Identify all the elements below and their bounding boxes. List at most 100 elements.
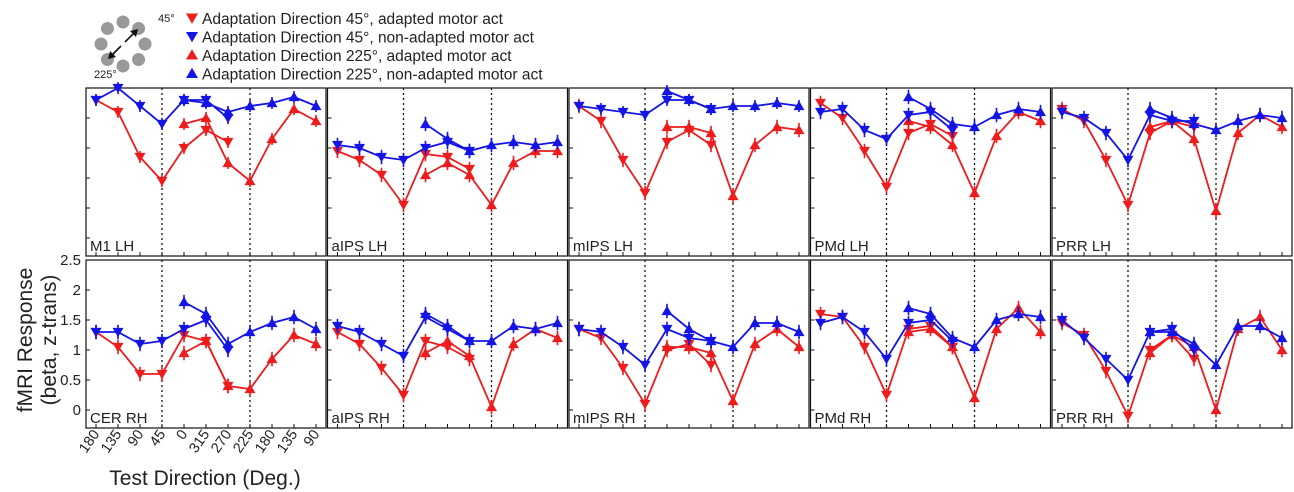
data-point (178, 324, 190, 335)
data-point (837, 312, 848, 323)
data-point (991, 109, 1002, 120)
data-point (859, 146, 870, 157)
data-point (178, 143, 190, 154)
data-point (815, 107, 826, 118)
data-point (1122, 200, 1134, 211)
y-tick-label: 2 (73, 282, 81, 299)
data-point (661, 341, 673, 352)
data-point (178, 94, 190, 105)
panel-label: PMd RH (815, 410, 872, 427)
data-point (508, 338, 519, 349)
data-point (1232, 115, 1244, 126)
data-point (661, 305, 673, 316)
data-point (508, 157, 519, 168)
x-axis-label: Test Direction (Deg.) (109, 467, 300, 490)
panel: PRR LH (1051, 87, 1293, 257)
data-point (376, 339, 387, 350)
data-point (420, 118, 431, 129)
data-point (705, 103, 717, 114)
data-point (442, 335, 453, 346)
data-point (705, 347, 717, 358)
data-point (1276, 332, 1288, 343)
data-point (552, 136, 563, 147)
data-point (903, 110, 914, 121)
data-point (903, 91, 914, 102)
panel-label: PMd LH (815, 238, 869, 255)
data-point (1035, 311, 1046, 322)
data-point (156, 176, 168, 187)
panel-frame (568, 87, 810, 257)
data-point (244, 326, 256, 337)
panel-frame (326, 87, 569, 257)
icon-target-dot (132, 53, 146, 67)
data-point (332, 140, 343, 151)
data-point (1078, 333, 1090, 344)
data-point (727, 100, 739, 111)
data-point (683, 323, 695, 334)
data-point (683, 121, 695, 132)
data-point (112, 342, 124, 353)
data-point (288, 91, 300, 102)
x-tick-label: 135 (274, 427, 301, 456)
data-point (222, 113, 234, 124)
data-point (969, 341, 980, 352)
data-point (793, 124, 805, 135)
data-point (398, 155, 409, 166)
data-point (1144, 347, 1156, 358)
data-point (222, 380, 234, 391)
data-point (749, 139, 761, 150)
y-tick-label: 0 (73, 402, 81, 419)
panel-label: CER RH (90, 410, 148, 427)
data-point (573, 101, 585, 112)
data-point (617, 155, 629, 166)
data-point (815, 98, 826, 109)
data-point (508, 320, 519, 331)
x-tick-label: 180 (252, 427, 279, 456)
panel-label: mIPS LH (573, 238, 633, 255)
data-point (398, 351, 409, 362)
data-point (1210, 124, 1222, 135)
data-point (332, 321, 343, 332)
data-point (705, 335, 717, 346)
data-point (881, 354, 892, 365)
data-point (683, 94, 695, 105)
x-tick-label: 45 (147, 427, 169, 449)
x-tick-label: 180 (76, 427, 103, 456)
data-point (288, 103, 300, 114)
data-point (464, 350, 475, 361)
data-point (200, 97, 212, 108)
data-point (947, 332, 958, 343)
data-point (991, 323, 1002, 334)
data-point (639, 399, 651, 410)
legend-label: Adaptation Direction 45°, adapted motor … (202, 11, 504, 28)
data-point (420, 347, 431, 358)
panel: aIPS RH (326, 259, 569, 429)
panel: PRR RH (1051, 259, 1293, 429)
data-point (903, 128, 914, 139)
data-point (1188, 338, 1200, 349)
data-point (1144, 121, 1156, 132)
data-point (310, 323, 322, 334)
series-line (667, 126, 800, 199)
data-point (442, 320, 453, 331)
y-axis-label-line1: fMRI Response (14, 268, 37, 413)
panel: CER RH (85, 259, 327, 429)
panel-frame (1051, 259, 1293, 429)
data-point (1166, 326, 1178, 337)
data-point (947, 139, 958, 150)
data-point (793, 100, 805, 111)
data-point (90, 95, 102, 106)
data-point (112, 327, 124, 338)
panel: PMd LH (809, 87, 1052, 257)
legend-label: Adaptation Direction 225°, non-adapted m… (202, 67, 543, 84)
data-point (1100, 366, 1112, 377)
data-point (1166, 112, 1178, 123)
data-point (134, 339, 146, 350)
data-point (1232, 127, 1244, 138)
data-point (178, 118, 190, 129)
panel-label: M1 LH (90, 238, 134, 255)
data-point (398, 390, 409, 401)
data-point (1276, 121, 1288, 132)
data-point (508, 136, 519, 147)
